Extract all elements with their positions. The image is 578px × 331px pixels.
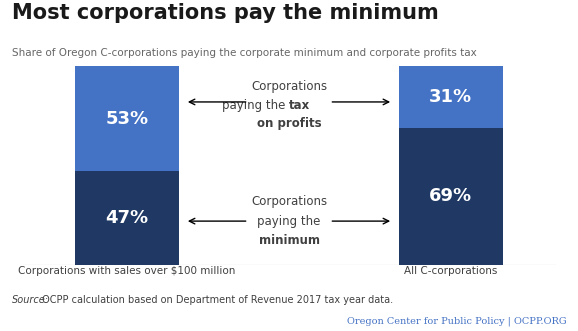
- Text: 53%: 53%: [106, 110, 149, 128]
- Text: Most corporations pay the minimum: Most corporations pay the minimum: [12, 3, 438, 23]
- Text: Corporations: Corporations: [251, 195, 327, 208]
- Text: Share of Oregon C-corporations paying the corporate minimum and corporate profit: Share of Oregon C-corporations paying th…: [12, 48, 476, 58]
- Text: Source:: Source:: [12, 295, 49, 305]
- Text: Corporations with sales over $100 million: Corporations with sales over $100 millio…: [18, 266, 236, 276]
- Text: minimum: minimum: [258, 234, 320, 248]
- Text: All C-corporations: All C-corporations: [404, 266, 498, 276]
- Bar: [75, 66, 179, 171]
- Text: OCPP calculation based on Department of Revenue 2017 tax year data.: OCPP calculation based on Department of …: [39, 295, 394, 305]
- Bar: [75, 171, 179, 265]
- Text: paying the: paying the: [222, 99, 289, 113]
- Text: on profits: on profits: [257, 117, 321, 130]
- Text: Oregon Center for Public Policy | OCPP.ORG: Oregon Center for Public Policy | OCPP.O…: [347, 317, 566, 326]
- Text: paying the: paying the: [257, 214, 321, 228]
- Text: 69%: 69%: [429, 187, 472, 205]
- Text: 31%: 31%: [429, 88, 472, 106]
- Bar: [399, 66, 503, 128]
- Text: Corporations: Corporations: [251, 79, 327, 93]
- Bar: [399, 128, 503, 265]
- Text: 47%: 47%: [106, 209, 149, 227]
- Text: tax: tax: [289, 99, 310, 113]
